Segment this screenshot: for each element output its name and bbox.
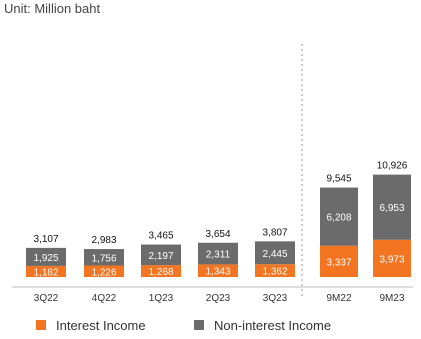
non-interest-income-label-1q23: 2,197 — [148, 251, 173, 262]
non-interest-income-bar-9m22 — [320, 187, 358, 246]
interest-income-label-3q23: 1,362 — [262, 267, 287, 278]
non-interest-income-label-9m23: 6,953 — [379, 203, 404, 214]
total-label-4q22: 2,983 — [91, 235, 116, 246]
legend: Interest Income Non-interest Income — [36, 318, 331, 333]
legend-label-interest-income: Interest Income — [56, 318, 146, 333]
x-tick-3q22: 3Q22 — [34, 293, 59, 304]
interest-income-bar-3q22 — [26, 265, 66, 277]
non-interest-income-bar-2q23 — [198, 242, 238, 265]
total-label-3q22: 3,107 — [33, 234, 58, 245]
x-tick-9m22: 9M22 — [326, 293, 351, 304]
x-tick-2q23: 2Q23 — [206, 293, 231, 304]
x-tick-3q23: 3Q23 — [263, 293, 288, 304]
x-tick-labels: 3Q22 4Q22 1Q23 2Q23 3Q23 9M22 9M23 — [34, 293, 405, 304]
x-tick-4q22: 4Q22 — [92, 293, 117, 304]
unit-label: Unit: Million baht — [4, 1, 100, 16]
interest-income-bar-1q23 — [141, 265, 181, 277]
non-interest-income-label-4q22: 1,756 — [91, 253, 116, 264]
non-interest-income-label-2q23: 2,311 — [206, 250, 231, 261]
non-interest-income-bar-3q22 — [26, 247, 66, 266]
non-interest-income-bar-3q23 — [255, 241, 295, 265]
interest-income-bar-4q22 — [84, 265, 124, 277]
interest-income-bar-3q23 — [255, 264, 295, 277]
interest-income-label-2q23: 1,343 — [205, 267, 230, 278]
legend-swatch-interest-income — [36, 320, 46, 330]
interest-income-label-1q23: 1,268 — [148, 267, 173, 278]
interest-income-bar-9m22 — [320, 245, 358, 277]
bars-group: 1,182 1,925 3,107 1,226 1,756 2,983 1,268 2,197… — [26, 161, 411, 278]
interest-income-bar-9m23 — [373, 239, 411, 277]
interest-income-label-9m23: 3,973 — [379, 254, 404, 265]
interest-income-label-3q22: 1,182 — [33, 267, 58, 278]
x-tick-9m23: 9M23 — [379, 293, 404, 304]
non-interest-income-bar-4q22 — [84, 249, 124, 266]
total-label-9m22: 9,545 — [326, 174, 351, 185]
non-interest-income-label-3q23: 2,445 — [262, 249, 287, 260]
x-tick-1q23: 1Q23 — [149, 293, 174, 304]
legend-swatch-non-interest-income — [194, 320, 204, 330]
total-label-9m23: 10,926 — [377, 161, 408, 172]
interest-income-label-9m22: 3,337 — [326, 257, 351, 268]
total-label-1q23: 3,465 — [148, 231, 173, 242]
total-label-2q23: 3,654 — [205, 229, 230, 240]
non-interest-income-label-3q22: 1,925 — [33, 253, 58, 264]
non-interest-income-bar-1q23 — [141, 244, 181, 266]
interest-income-label-4q22: 1,226 — [91, 267, 116, 278]
interest-income-bar-2q23 — [198, 264, 238, 277]
total-label-3q23: 3,807 — [262, 227, 287, 238]
non-interest-income-bar-9m23 — [373, 174, 411, 240]
non-interest-income-label-9m22: 6,208 — [326, 213, 351, 224]
legend-label-non-interest-income: Non-interest Income — [214, 318, 331, 333]
